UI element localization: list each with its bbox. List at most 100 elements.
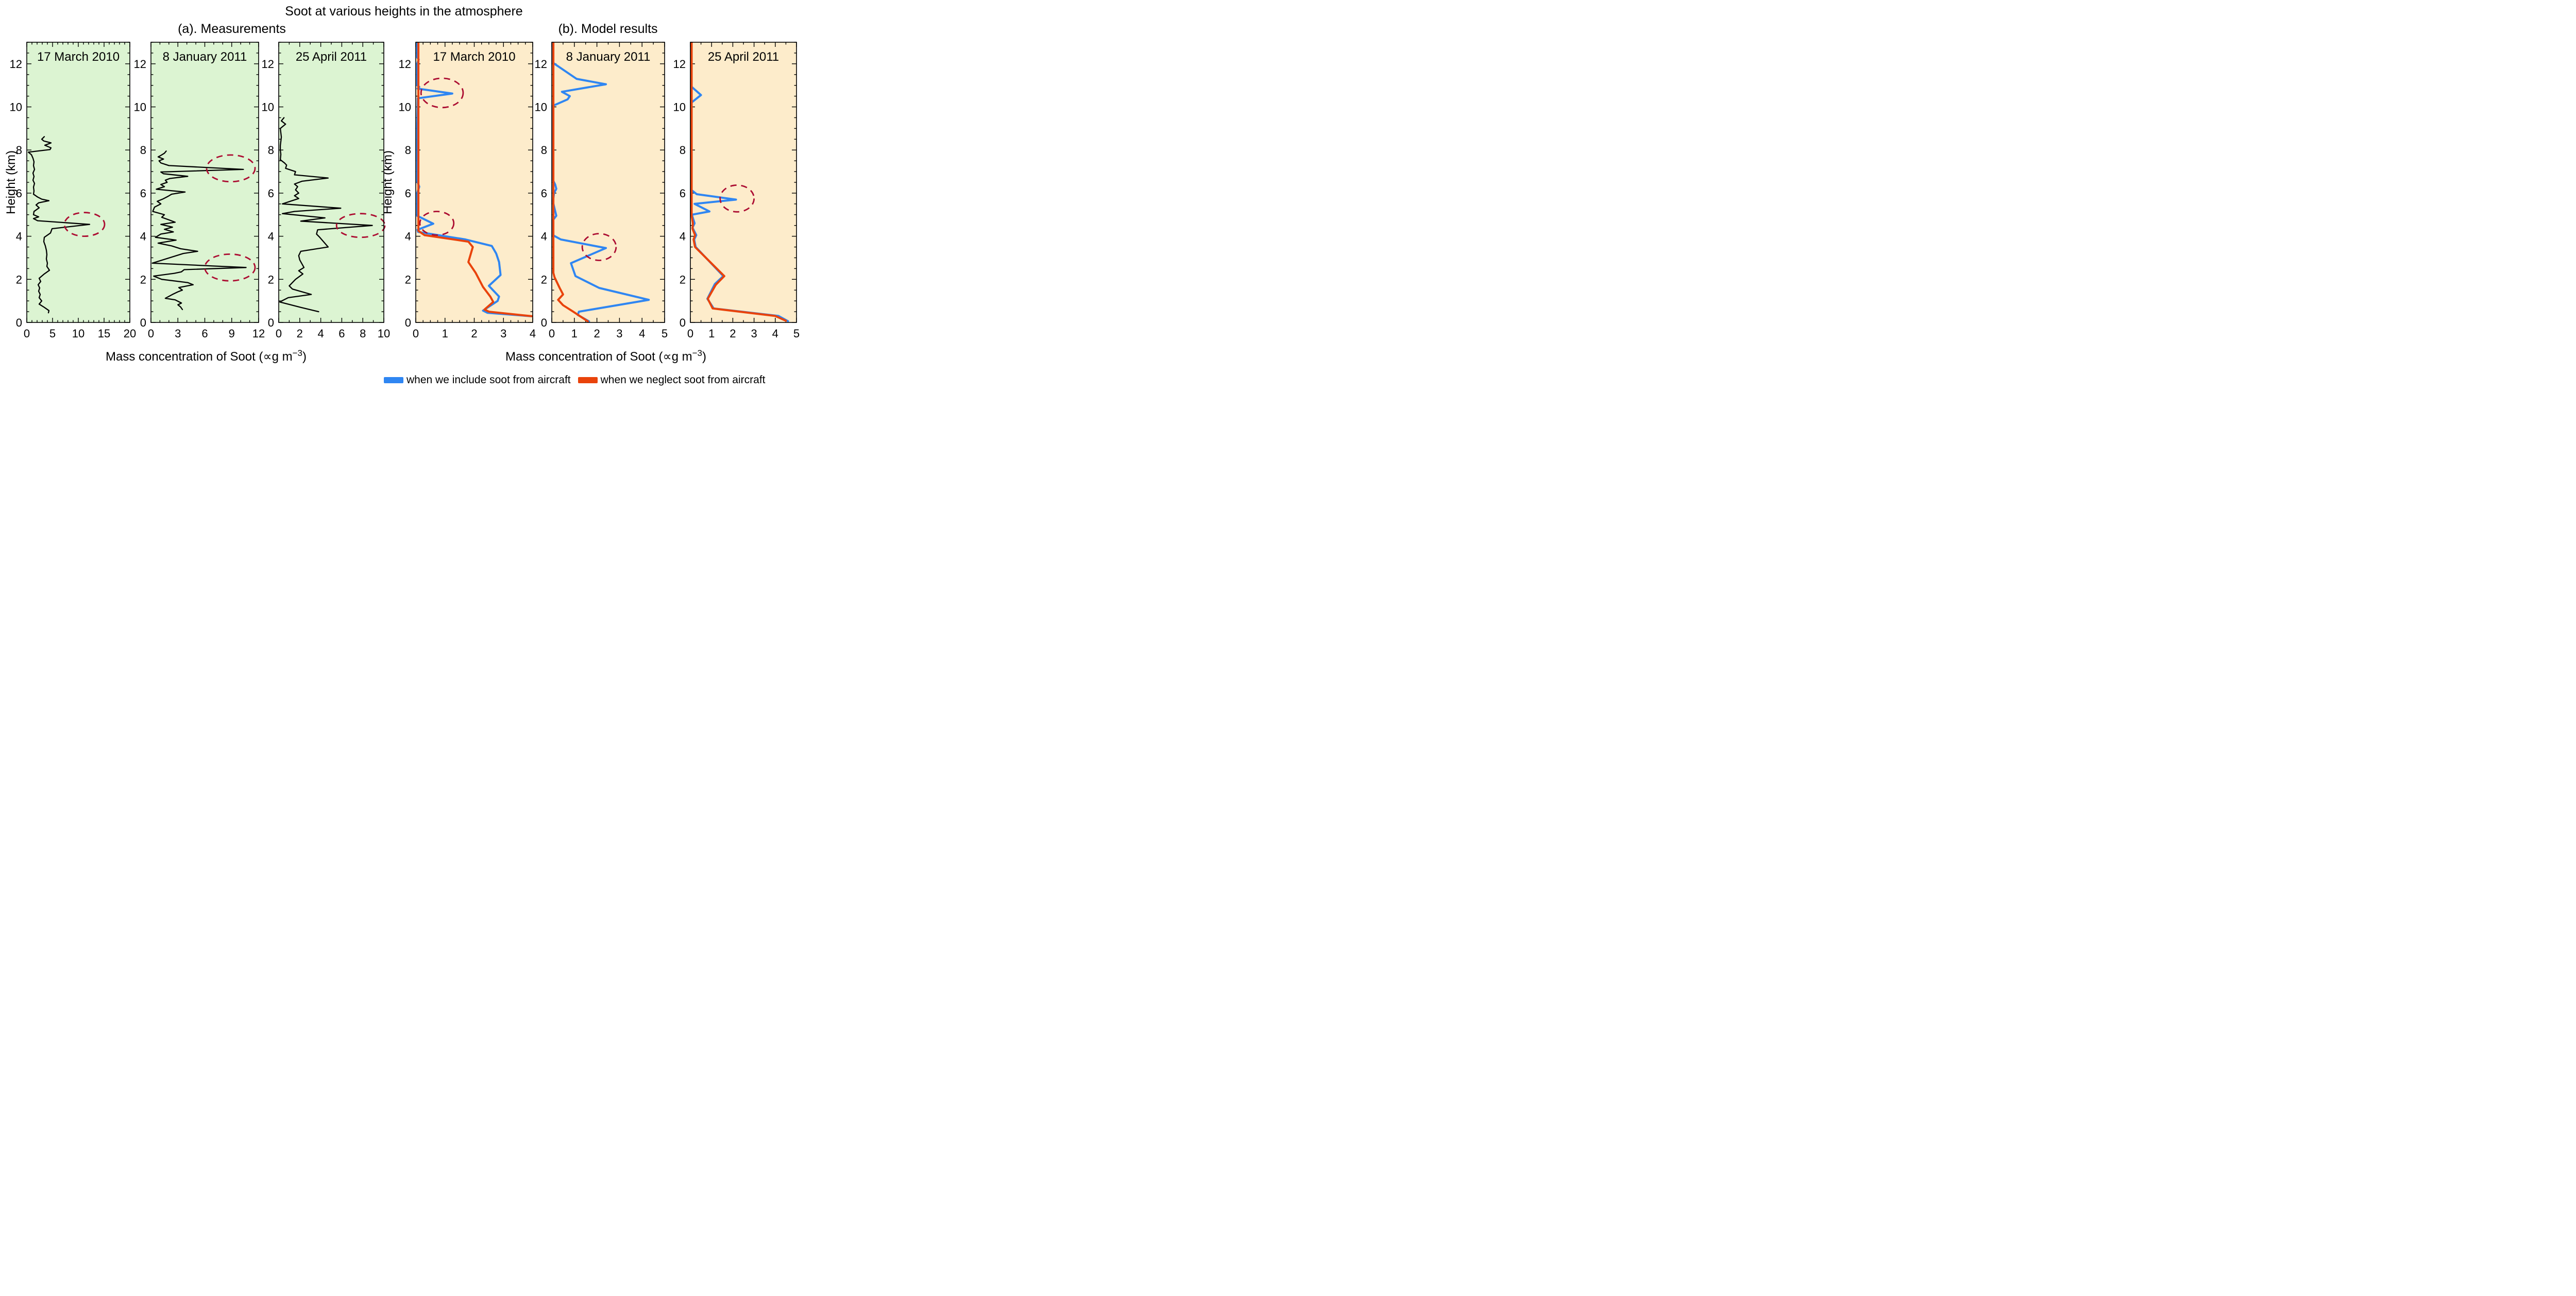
panel-title: 17 March 2010 bbox=[37, 50, 120, 64]
y-tick-label: 4 bbox=[680, 230, 686, 243]
y-tick-label: 8 bbox=[268, 144, 274, 157]
x-tick-label: 6 bbox=[338, 327, 345, 340]
x-tick-label: 4 bbox=[772, 327, 778, 340]
x-tick-label: 3 bbox=[751, 327, 757, 340]
y-tick-label: 8 bbox=[541, 144, 547, 157]
x-tick-label: 1 bbox=[571, 327, 578, 340]
y-tick-label: 0 bbox=[405, 316, 411, 329]
y-tick-label: 0 bbox=[541, 316, 547, 329]
y-tick-label: 8 bbox=[680, 144, 686, 157]
x-tick-label: 10 bbox=[378, 327, 390, 340]
x-tick-label: 5 bbox=[793, 327, 800, 340]
series-measurement bbox=[279, 117, 373, 313]
y-tick-label: 4 bbox=[140, 230, 146, 243]
x-axis-label-measurements: Mass concentration of Soot (∝g m−3) bbox=[105, 348, 307, 364]
x-tick-label: 0 bbox=[687, 327, 693, 340]
x-tick-label: 2 bbox=[471, 327, 477, 340]
y-tick-label: 4 bbox=[541, 230, 547, 243]
x-tick-label: 0 bbox=[413, 327, 419, 340]
legend-swatch-include-aircraft-icon bbox=[384, 377, 403, 383]
y-tick-label: 12 bbox=[399, 58, 411, 71]
highlight-ellipse bbox=[719, 184, 755, 213]
x-tick-label: 3 bbox=[175, 327, 181, 340]
x-tick-label: 2 bbox=[594, 327, 600, 340]
y-tick-label: 6 bbox=[268, 187, 274, 200]
panel-title: 25 April 2011 bbox=[708, 50, 779, 64]
x-tick-label: 3 bbox=[500, 327, 506, 340]
section-header-model-results: (b). Model results bbox=[558, 22, 658, 36]
x-tick-label: 0 bbox=[24, 327, 30, 340]
x-tick-label: 1 bbox=[708, 327, 715, 340]
y-tick-label: 4 bbox=[405, 230, 411, 243]
x-tick-label: 4 bbox=[639, 327, 645, 340]
y-tick-label: 10 bbox=[134, 101, 146, 114]
x-tick-label: 0 bbox=[276, 327, 282, 340]
y-tick-label: 0 bbox=[140, 316, 146, 329]
series-neglect-aircraft bbox=[552, 42, 589, 322]
y-tick-label: 10 bbox=[673, 101, 686, 114]
highlight-ellipse bbox=[581, 233, 617, 261]
y-tick-label: 6 bbox=[405, 187, 411, 200]
x-tick-label: 5 bbox=[662, 327, 668, 340]
x-tick-label: 5 bbox=[49, 327, 56, 340]
x-tick-label: 20 bbox=[124, 327, 136, 340]
y-tick-label: 12 bbox=[134, 58, 146, 71]
x-tick-label: 8 bbox=[360, 327, 366, 340]
x-tick-label: 15 bbox=[98, 327, 110, 340]
panel-title: 8 January 2011 bbox=[163, 50, 247, 64]
y-tick-label: 2 bbox=[140, 273, 146, 286]
y-tick-label: 6 bbox=[680, 187, 686, 200]
highlight-ellipse bbox=[419, 211, 455, 236]
panel-title: 8 January 2011 bbox=[566, 50, 651, 64]
x-tick-label: 10 bbox=[72, 327, 84, 340]
y-tick-label: 2 bbox=[16, 273, 22, 286]
legend-swatch-neglect-aircraft-icon bbox=[578, 377, 598, 383]
highlight-ellipse bbox=[63, 212, 106, 237]
y-tick-label: 12 bbox=[262, 58, 274, 71]
y-tick-label: 0 bbox=[268, 316, 274, 329]
y-tick-label: 2 bbox=[405, 273, 411, 286]
figure: Soot at various heights in the atmospher… bbox=[0, 0, 808, 391]
panel-meas-17-march-2010: 0 2 4 6 8 10 12 0 5 10 15 20 17 March 2010 bbox=[10, 42, 136, 340]
y-tick-label: 8 bbox=[16, 144, 22, 157]
y-tick-label: 12 bbox=[673, 58, 686, 71]
highlight-ellipse bbox=[206, 154, 256, 183]
x-tick-label: 9 bbox=[229, 327, 235, 340]
y-tick-label: 10 bbox=[535, 101, 547, 114]
x-tick-label: 6 bbox=[201, 327, 208, 340]
x-tick-label: 1 bbox=[442, 327, 448, 340]
y-tick-label: 2 bbox=[680, 273, 686, 286]
x-tick-label: 0 bbox=[148, 327, 154, 340]
y-tick-label: 4 bbox=[268, 230, 274, 243]
y-tick-label: 2 bbox=[541, 273, 547, 286]
y-tick-label: 6 bbox=[140, 187, 146, 200]
legend-item-include-aircraft: when we include soot from aircraft bbox=[384, 374, 571, 386]
x-tick-label: 4 bbox=[530, 327, 536, 340]
series-neglect-aircraft bbox=[417, 42, 533, 318]
x-tick-label: 12 bbox=[252, 327, 265, 340]
highlight-ellipse bbox=[204, 253, 256, 282]
legend-item-neglect-aircraft: when we neglect soot from aircraft bbox=[578, 374, 766, 386]
x-tick-label: 4 bbox=[317, 327, 324, 340]
x-tick-label: 2 bbox=[730, 327, 736, 340]
y-tick-label: 6 bbox=[541, 187, 547, 200]
series-measurement bbox=[151, 150, 247, 311]
panel-meas-25-april-2011: 0 2 4 6 8 10 12 0 2 4 6 8 10 25 April 2011 bbox=[262, 42, 390, 340]
legend-label-include-aircraft: when we include soot from aircraft bbox=[406, 374, 571, 386]
panel-meas-8-january-2011: 0 2 4 6 8 10 12 0 3 6 9 12 8 January 2011 bbox=[134, 42, 265, 340]
y-tick-label: 6 bbox=[16, 187, 22, 200]
x-tick-label: 3 bbox=[616, 327, 622, 340]
highlight-ellipse bbox=[335, 213, 386, 238]
y-tick-label: 10 bbox=[262, 101, 274, 114]
legend-label-neglect-aircraft: when we neglect soot from aircraft bbox=[600, 374, 766, 386]
panel-title: 25 April 2011 bbox=[296, 50, 367, 64]
y-tick-label: 12 bbox=[10, 58, 22, 71]
x-axis-label-model: Mass concentration of Soot (∝g m−3) bbox=[505, 348, 707, 364]
y-tick-label: 0 bbox=[680, 316, 686, 329]
series-measurement bbox=[27, 136, 91, 314]
y-tick-label: 8 bbox=[405, 144, 411, 157]
